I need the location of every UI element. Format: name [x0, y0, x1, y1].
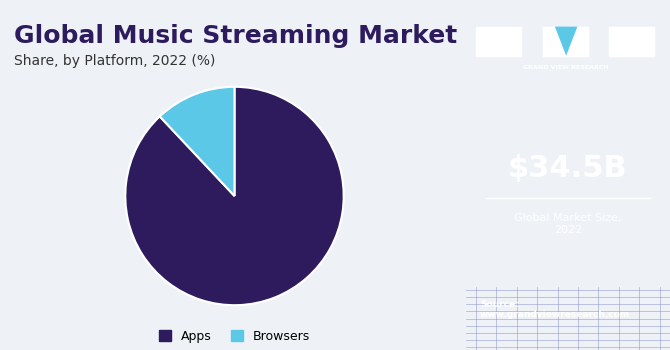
Legend: Apps, Browsers: Apps, Browsers [153, 325, 316, 348]
Text: Global Market Size,
2022: Global Market Size, 2022 [514, 213, 622, 235]
Text: Share, by Platform, 2022 (%): Share, by Platform, 2022 (%) [14, 54, 215, 68]
Text: GRAND VIEW RESEARCH: GRAND VIEW RESEARCH [523, 65, 609, 70]
Polygon shape [555, 27, 578, 56]
Text: Source:
www.grandviewresearch.com: Source: www.grandviewresearch.com [480, 300, 630, 319]
Text: Global Music Streaming Market: Global Music Streaming Market [14, 25, 457, 49]
FancyBboxPatch shape [476, 27, 521, 56]
Text: $34.5B: $34.5B [508, 154, 628, 182]
Wedge shape [159, 87, 234, 196]
FancyBboxPatch shape [609, 27, 655, 56]
FancyBboxPatch shape [543, 27, 588, 56]
Wedge shape [125, 87, 344, 305]
